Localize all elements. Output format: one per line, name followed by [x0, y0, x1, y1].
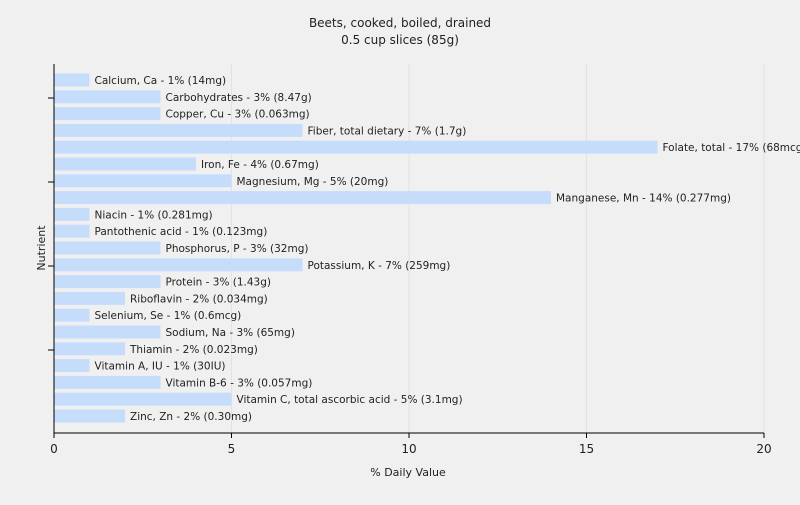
bar [54, 141, 658, 154]
bar-label: Calcium, Ca - 1% (14mg) [95, 75, 227, 87]
bar-label: Thiamin - 2% (0.023mg) [129, 344, 258, 356]
bar [54, 326, 161, 339]
bar [54, 225, 90, 238]
bar [54, 292, 125, 305]
bar-label: Iron, Fe - 4% (0.67mg) [201, 159, 319, 171]
bar-label: Selenium, Se - 1% (0.6mcg) [95, 310, 242, 322]
bar [54, 410, 125, 423]
bar [54, 174, 232, 187]
bar-label: Niacin - 1% (0.281mg) [95, 209, 213, 221]
bar [54, 275, 161, 288]
x-axis-title: % Daily Value [370, 466, 446, 479]
x-tick-label: 15 [579, 442, 594, 456]
bar-label: Fiber, total dietary - 7% (1.7g) [308, 125, 467, 137]
bar-label: Sodium, Na - 3% (65mg) [166, 327, 295, 339]
bar [54, 74, 90, 87]
bar-label: Pantothenic acid - 1% (0.123mg) [95, 226, 268, 238]
bar [54, 191, 551, 204]
bar [54, 393, 232, 406]
bars: Calcium, Ca - 1% (14mg) Carbohydrates - 3… [54, 74, 800, 424]
bar-label: Carbohydrates - 3% (8.47g) [166, 92, 312, 104]
x-tick-label: 5 [228, 442, 236, 456]
x-tick-label: 0 [50, 442, 58, 456]
bar [54, 258, 303, 271]
bar-label: Phosphorus, P - 3% (32mg) [166, 243, 309, 255]
bar [54, 158, 196, 171]
bar [54, 90, 161, 103]
bar [54, 376, 161, 389]
bar-label: Protein - 3% (1.43g) [166, 277, 272, 289]
chart-title: Beets, cooked, boiled, drained [309, 16, 491, 30]
bar-label: Zinc, Zn - 2% (0.30mg) [130, 411, 252, 423]
y-axis-title: Nutrient [35, 225, 48, 271]
bar [54, 342, 125, 355]
bar [54, 242, 161, 255]
bar [54, 359, 90, 372]
bar [54, 107, 161, 120]
bar [54, 124, 303, 137]
x-tick-label: 20 [756, 442, 771, 456]
bar-label: Copper, Cu - 3% (0.063mg) [166, 109, 310, 121]
bar-label: Potassium, K - 7% (259mg) [308, 260, 451, 272]
bar-label: Riboflavin - 2% (0.034mg) [130, 293, 268, 305]
bar-label: Vitamin C, total ascorbic acid - 5% (3.1… [237, 394, 463, 406]
bar-label: Magnesium, Mg - 5% (20mg) [237, 176, 389, 188]
bar [54, 309, 90, 322]
bar-label: Folate, total - 17% (68mcg) [663, 142, 800, 154]
bar [54, 208, 90, 221]
bar-label: Manganese, Mn - 14% (0.277mg) [556, 193, 731, 205]
bar-label: Vitamin A, IU - 1% (30IU) [95, 361, 226, 373]
x-tick-label: 10 [401, 442, 416, 456]
chart-subtitle: 0.5 cup slices (85g) [341, 33, 459, 47]
bar-label: Vitamin B-6 - 3% (0.057mg) [166, 377, 313, 389]
x-ticks: 0 5 10 15 20 [50, 433, 771, 456]
